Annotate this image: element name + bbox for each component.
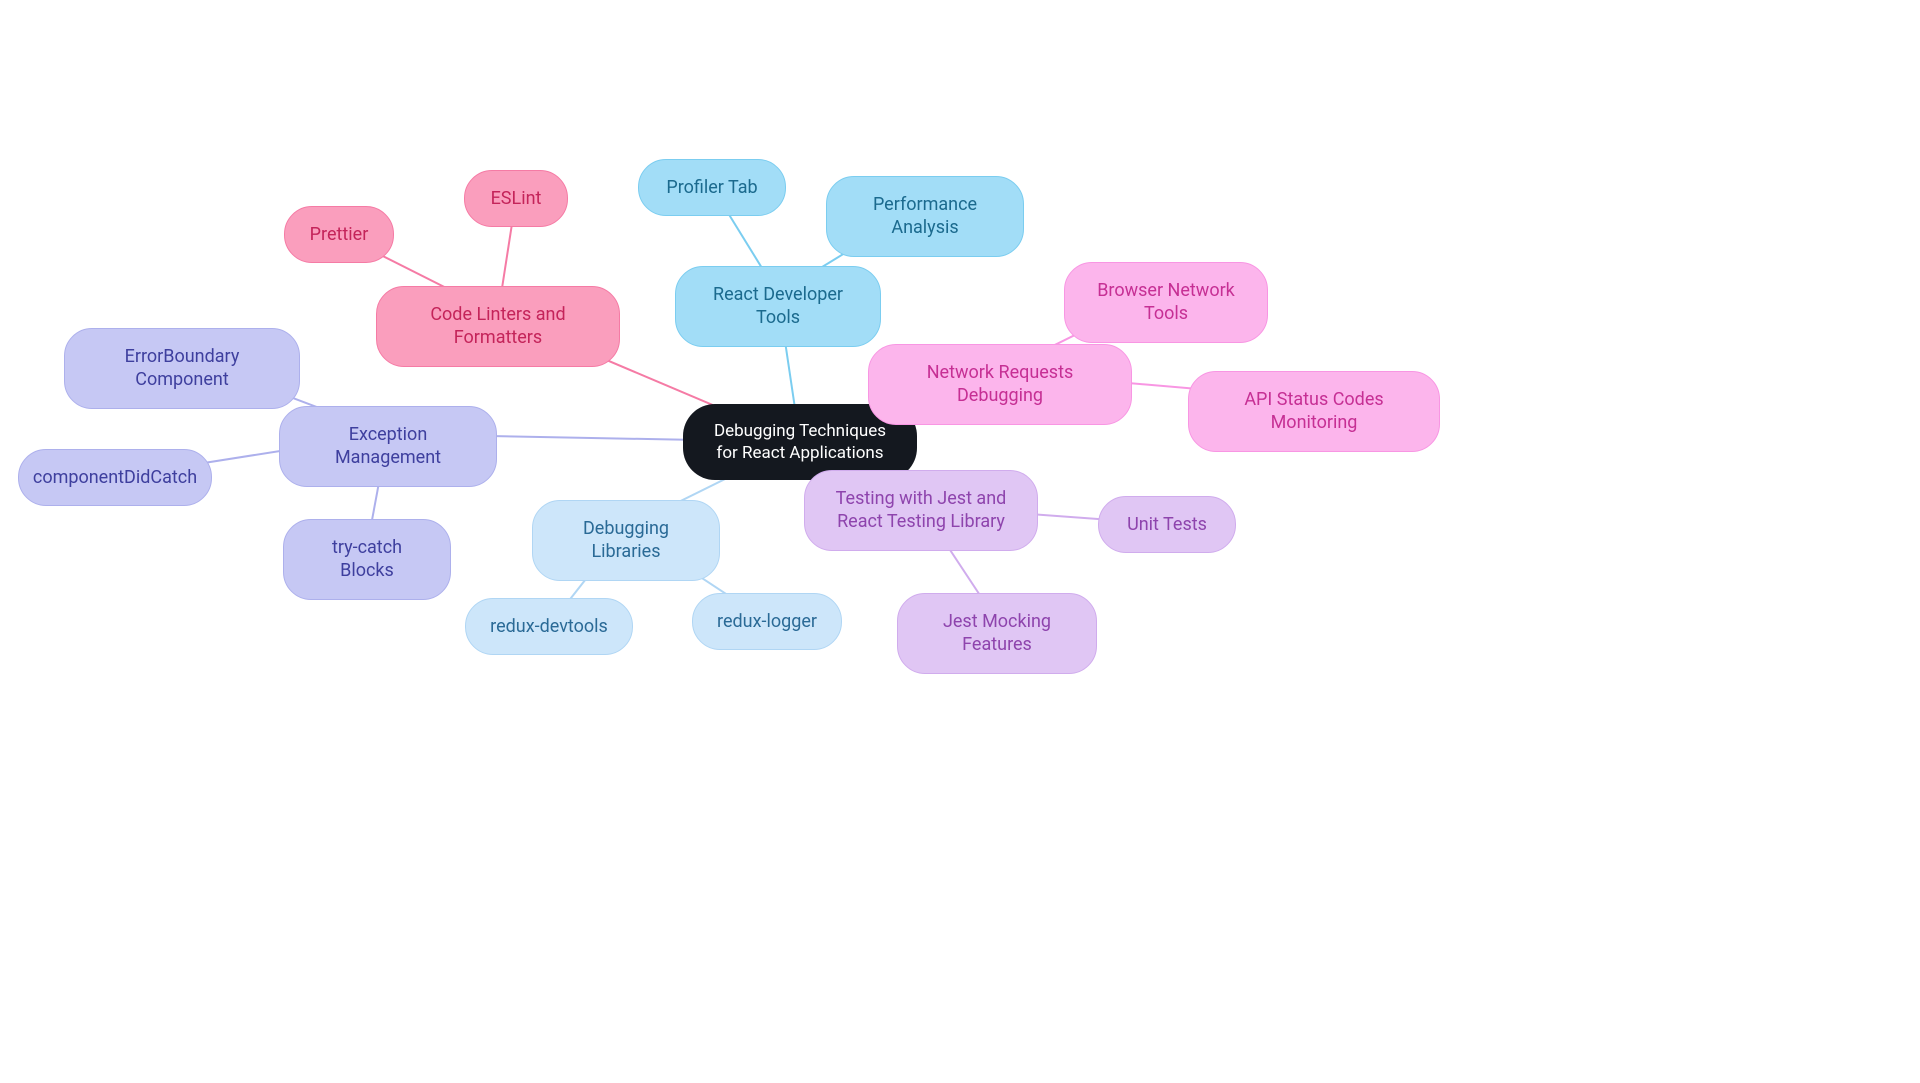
node-label-profiler-tab: Profiler Tab bbox=[666, 176, 757, 199]
node-label-testing-jest: Testing with Jest and React Testing Libr… bbox=[829, 487, 1013, 534]
node-try-catch: try-catch Blocks bbox=[283, 519, 451, 600]
node-label-exception-management: Exception Management bbox=[304, 423, 472, 470]
node-label-code-linters: Code Linters and Formatters bbox=[401, 303, 595, 350]
node-debugging-libraries: Debugging Libraries bbox=[532, 500, 720, 581]
node-label-try-catch: try-catch Blocks bbox=[308, 536, 426, 583]
node-jest-mocking: Jest Mocking Features bbox=[897, 593, 1097, 674]
node-label-network-debugging: Network Requests Debugging bbox=[893, 361, 1107, 408]
node-redux-logger: redux-logger bbox=[692, 593, 842, 650]
node-api-status-codes: API Status Codes Monitoring bbox=[1188, 371, 1440, 452]
node-label-unit-tests: Unit Tests bbox=[1127, 513, 1207, 536]
node-unit-tests: Unit Tests bbox=[1098, 496, 1236, 553]
node-eslint: ESLint bbox=[464, 170, 568, 227]
node-label-jest-mocking: Jest Mocking Features bbox=[922, 610, 1072, 657]
node-label-eslint: ESLint bbox=[491, 187, 542, 210]
node-testing-jest: Testing with Jest and React Testing Libr… bbox=[804, 470, 1038, 551]
node-redux-devtools: redux-devtools bbox=[465, 598, 633, 655]
node-label-error-boundary: ErrorBoundary Component bbox=[89, 345, 275, 392]
node-network-debugging: Network Requests Debugging bbox=[868, 344, 1132, 425]
node-label-debugging-libraries: Debugging Libraries bbox=[557, 517, 695, 564]
node-label-react-dev-tools: React Developer Tools bbox=[700, 283, 856, 330]
node-label-prettier: Prettier bbox=[310, 223, 369, 246]
node-label-redux-logger: redux-logger bbox=[717, 610, 817, 633]
node-react-dev-tools: React Developer Tools bbox=[675, 266, 881, 347]
node-error-boundary: ErrorBoundary Component bbox=[64, 328, 300, 409]
node-label-browser-network-tools: Browser Network Tools bbox=[1089, 279, 1243, 326]
node-prettier: Prettier bbox=[284, 206, 394, 263]
node-label-performance-analysis: Performance Analysis bbox=[851, 193, 999, 240]
node-exception-management: Exception Management bbox=[279, 406, 497, 487]
node-code-linters: Code Linters and Formatters bbox=[376, 286, 620, 367]
node-label-api-status-codes: API Status Codes Monitoring bbox=[1213, 388, 1415, 435]
node-browser-network-tools: Browser Network Tools bbox=[1064, 262, 1268, 343]
node-performance-analysis: Performance Analysis bbox=[826, 176, 1024, 257]
node-profiler-tab: Profiler Tab bbox=[638, 159, 786, 216]
node-label-component-did-catch: componentDidCatch bbox=[33, 466, 197, 489]
node-component-did-catch: componentDidCatch bbox=[18, 449, 212, 506]
node-label-redux-devtools: redux-devtools bbox=[490, 615, 608, 638]
node-label-center: Debugging Techniques for React Applicati… bbox=[707, 420, 893, 464]
